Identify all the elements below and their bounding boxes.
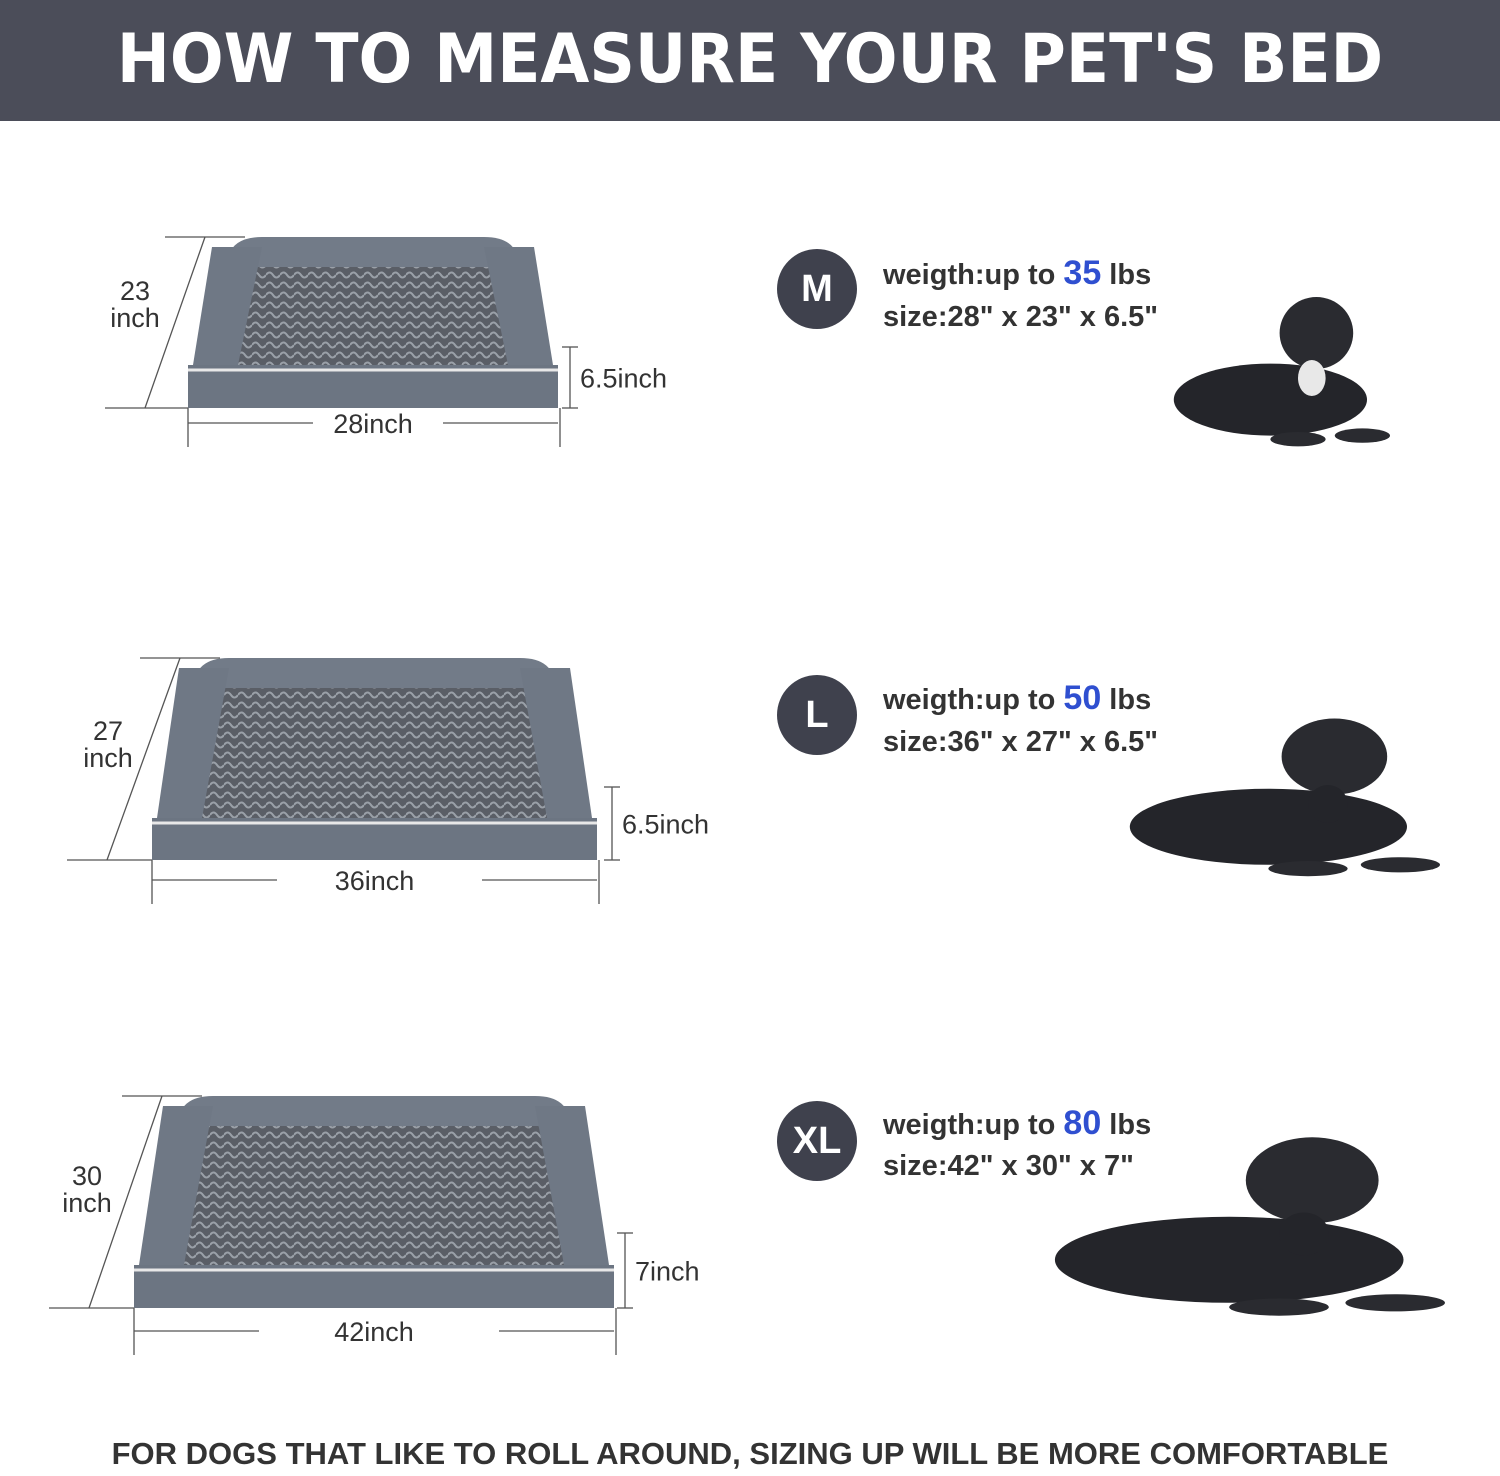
bed-cushion xyxy=(154,1116,594,1265)
weight-text: weigth:up to 35 lbs xyxy=(883,254,1151,293)
size-text: size:28" x 23" x 6.5" xyxy=(883,301,1159,333)
bed-right-bolster xyxy=(520,668,592,818)
bed-diagram-1: 36inch 6.5inch 27 inch xyxy=(67,657,709,904)
size-text: size:36" x 27" x 6.5" xyxy=(883,726,1159,758)
weight-prefix: weigth:up to xyxy=(883,684,1064,716)
dimension-lines xyxy=(49,1095,633,1355)
height-label: 6.5inch xyxy=(622,810,709,840)
depth-unit: inch xyxy=(62,1188,112,1218)
bed-diagram-2: 42inch 7inch 30 inch xyxy=(49,1095,700,1355)
weight-value: 50 xyxy=(1063,679,1102,717)
height-label: 6.5inch xyxy=(580,364,667,394)
depth-value: 23 xyxy=(120,276,150,306)
bed-base xyxy=(152,818,597,860)
width-label: 28inch xyxy=(333,409,413,439)
dimension-lines xyxy=(105,236,578,447)
weight-text: weigth:up to 80 lbs xyxy=(883,1104,1151,1143)
bed-right-bolster xyxy=(535,1106,609,1265)
bed-diagram-0: 28inch 6.5inch 23 inch xyxy=(105,236,667,447)
page-title: HOW TO MEASURE YOUR PET'S BED xyxy=(116,20,1384,99)
french-bulldog-photo xyxy=(1173,297,1390,447)
size-badge: XL xyxy=(777,1101,857,1181)
depth-value: 27 xyxy=(93,716,123,746)
size-badge: M xyxy=(777,249,857,329)
size-badge: L xyxy=(777,675,857,755)
depth-unit: inch xyxy=(83,743,133,773)
weight-suffix: lbs xyxy=(1101,684,1152,716)
depth-unit: inch xyxy=(110,303,160,333)
bed-left-bolster xyxy=(139,1106,213,1265)
dimension-lines xyxy=(67,657,620,904)
height-label: 7inch xyxy=(635,1257,700,1287)
bed-back-bolster xyxy=(227,237,519,267)
size-text: size:42" x 30" x 7" xyxy=(883,1150,1134,1182)
footer-note: FOR DOGS THAT LIKE TO ROLL AROUND, SIZIN… xyxy=(111,1436,1389,1471)
bed-base xyxy=(188,365,558,408)
bed-back-bolster xyxy=(194,658,555,688)
weight-value: 80 xyxy=(1063,1104,1102,1142)
width-label: 36inch xyxy=(335,866,415,896)
bed-cushion xyxy=(172,678,577,818)
bed-right-bolster xyxy=(484,247,553,365)
weight-suffix: lbs xyxy=(1101,259,1152,291)
depth-value: 30 xyxy=(72,1161,102,1191)
weight-prefix: weigth:up to xyxy=(883,259,1064,291)
header-banner: HOW TO MEASURE YOUR PET'S BED xyxy=(0,0,1500,121)
bed-left-bolster xyxy=(193,247,262,365)
width-label: 42inch xyxy=(334,1317,414,1347)
cocker-spaniel-photo xyxy=(1129,718,1440,877)
weight-suffix: lbs xyxy=(1101,1109,1152,1141)
bed-base xyxy=(134,1265,614,1308)
weight-text: weigth:up to 50 lbs xyxy=(883,679,1151,718)
weight-prefix: weigth:up to xyxy=(883,1109,1064,1141)
labrador-photo xyxy=(1054,1137,1445,1316)
bed-left-bolster xyxy=(157,668,229,818)
bed-back-bolster xyxy=(178,1096,570,1126)
bed-cushion xyxy=(208,257,538,365)
weight-value: 35 xyxy=(1063,254,1102,292)
